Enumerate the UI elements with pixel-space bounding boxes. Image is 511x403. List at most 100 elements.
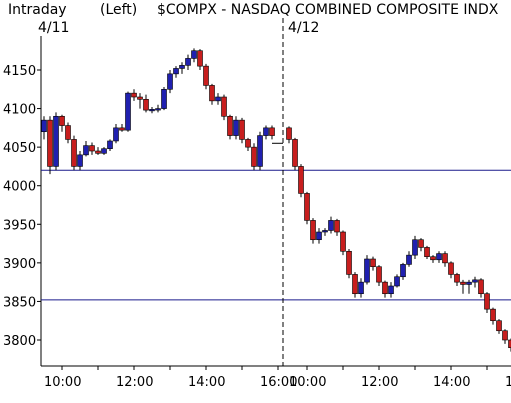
candle-down	[442, 253, 448, 264]
candle-up	[400, 264, 406, 278]
candle-up	[161, 88, 167, 109]
candle-up	[53, 115, 59, 167]
candle-up	[185, 58, 191, 66]
candle-down	[298, 166, 304, 194]
candle-up	[328, 220, 334, 231]
candle-up	[316, 231, 322, 241]
candle-down	[352, 274, 358, 295]
candle-down	[245, 139, 251, 148]
candle-down	[59, 115, 65, 126]
candle-down	[89, 145, 95, 152]
candle-down	[346, 250, 352, 275]
y-tick-label: 3800	[3, 334, 36, 349]
candle-down	[424, 247, 430, 257]
candle-down	[286, 127, 292, 140]
candle-up	[215, 96, 221, 102]
candle-down	[334, 220, 340, 233]
candle-up	[113, 127, 119, 142]
candle-down	[119, 127, 125, 131]
y-tick-label: 4000	[3, 180, 36, 195]
day-label-2: 4/12	[288, 20, 319, 36]
candle-up	[263, 127, 269, 136]
x-tick-label: 14:00	[188, 375, 225, 390]
candle-up	[394, 276, 400, 287]
y-tick-label: 3900	[3, 257, 36, 272]
reference-lines	[41, 169, 511, 301]
candle-up	[406, 254, 412, 265]
candle-up	[149, 109, 155, 112]
candle-down	[478, 279, 484, 295]
candle-down	[239, 119, 245, 140]
interval-label: Intraday	[8, 2, 67, 18]
candle-up	[388, 285, 394, 295]
y-tick-label: 4150	[3, 64, 36, 79]
candle-down	[382, 281, 388, 295]
day-label-1: 4/11	[38, 20, 69, 36]
candle-up	[466, 281, 472, 285]
candle-down	[209, 85, 215, 102]
candle-down	[292, 139, 298, 167]
candle-down	[502, 330, 508, 341]
candle-down	[137, 96, 143, 100]
candle-up	[364, 258, 370, 283]
candle-up	[107, 140, 113, 149]
candle-down	[496, 320, 502, 332]
y-tick-label: 3850	[3, 295, 36, 310]
candle-down	[269, 127, 275, 136]
candle-down	[370, 258, 376, 268]
x-tick-label: 10:00	[289, 375, 326, 390]
candle-up	[77, 154, 83, 167]
candle-up	[412, 239, 418, 256]
candle-down	[221, 96, 227, 117]
candle-down	[460, 281, 466, 285]
x-tick-label: 14:00	[433, 375, 470, 390]
scale-label: (Left)	[100, 2, 137, 18]
candle-up	[83, 145, 89, 156]
candle-up	[167, 73, 173, 90]
candle-up	[41, 119, 47, 133]
y-tick-label: 4050	[3, 141, 36, 156]
y-tick-label: 3950	[3, 218, 36, 233]
candle-down	[143, 99, 149, 111]
candle-down	[340, 231, 346, 252]
candle-down	[251, 146, 257, 167]
candle-down	[490, 308, 496, 322]
candle-up	[179, 65, 185, 69]
candle-up	[173, 68, 179, 75]
y-tick-label: 4100	[3, 103, 36, 118]
candle-down	[197, 50, 203, 67]
candle-up	[472, 279, 478, 283]
candle-down	[203, 65, 209, 86]
x-tick-label: 12:00	[116, 375, 153, 390]
candle-down	[65, 125, 71, 140]
candle-up	[322, 230, 328, 233]
candle-down	[304, 193, 310, 221]
x-tick-label: 12:00	[361, 375, 398, 390]
x-tick-label: 16:00	[505, 375, 511, 390]
candle-up	[155, 108, 161, 111]
candle-down	[376, 266, 382, 283]
candle-up	[191, 50, 197, 59]
candle-down	[95, 150, 101, 154]
candle-down	[454, 274, 460, 283]
candle-down	[418, 239, 424, 248]
candle-up	[436, 253, 442, 261]
x-tick-label: 10:00	[44, 375, 81, 390]
candle-up	[125, 92, 131, 131]
candle-down	[484, 293, 490, 310]
candle-down	[310, 220, 316, 241]
y-axis-ticks: 3800 3850 3900 3950 4000 4050 4100 4150	[3, 64, 41, 349]
candle-down	[430, 256, 436, 261]
candle-up	[233, 119, 239, 136]
candle-down	[71, 139, 77, 167]
candle-down	[47, 119, 53, 167]
candle-up	[358, 281, 364, 295]
x-tick-label: 16:00	[260, 375, 297, 390]
candle-up	[101, 148, 107, 154]
candle-down	[131, 92, 137, 98]
plot-area: 3800 3850 3900 3950 4000 4050 4100 4150 10:00 12…	[3, 18, 511, 390]
chart-title: $COMPX - NASDAQ COMBINED COMPOSITE INDX	[157, 2, 499, 18]
candle-down	[508, 339, 511, 349]
